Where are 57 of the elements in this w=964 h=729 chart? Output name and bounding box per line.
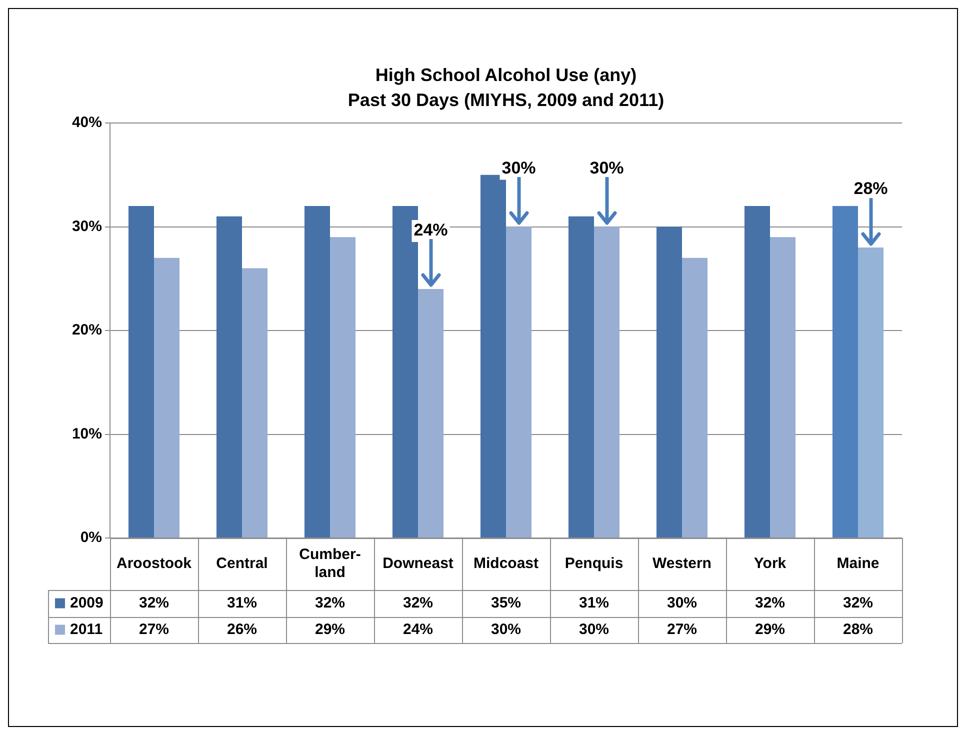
x-tick-label: York xyxy=(754,555,787,572)
chart-title: High School Alcohol Use (any) xyxy=(375,64,637,85)
data-label: 32% xyxy=(402,594,434,612)
bar xyxy=(744,206,770,538)
data-label: 30% xyxy=(578,620,610,638)
data-label: 26% xyxy=(226,620,258,638)
bar xyxy=(330,237,356,538)
x-tick-label: Maine xyxy=(836,555,880,572)
data-label: 30% xyxy=(666,594,698,612)
annotation: 30% xyxy=(590,158,624,178)
data-label: 35% xyxy=(490,594,522,612)
x-tick-label: Penquis xyxy=(564,555,624,572)
y-tick-label: 40% xyxy=(72,114,102,132)
bar xyxy=(154,258,180,538)
bar xyxy=(682,258,708,538)
data-label: 32% xyxy=(314,594,346,612)
data-label: 27% xyxy=(138,620,170,638)
bar xyxy=(480,174,506,538)
data-label: 31% xyxy=(578,594,610,612)
data-label: 28% xyxy=(842,620,874,638)
chart-subtitle: Past 30 Days (MIYHS, 2009 and 2011) xyxy=(348,90,664,110)
data-label: 32% xyxy=(842,594,874,612)
bar xyxy=(418,289,444,538)
y-tick-label: 10% xyxy=(72,425,102,442)
x-tick-label: Western xyxy=(652,555,712,572)
x-tick-label: Central xyxy=(216,555,268,572)
data-label: 29% xyxy=(314,620,346,638)
bar xyxy=(304,206,330,538)
data-label: 31% xyxy=(226,594,258,612)
annotation: 24% xyxy=(414,220,448,240)
bar xyxy=(770,237,796,538)
y-tick-label: 0% xyxy=(80,529,102,546)
data-label: 24% xyxy=(402,620,434,638)
data-label: 27% xyxy=(666,620,698,638)
y-tick-label: 20% xyxy=(72,322,102,339)
bar xyxy=(128,206,154,538)
bar xyxy=(832,206,858,538)
data-label: 29% xyxy=(754,620,786,638)
data-label: 32% xyxy=(138,594,170,612)
y-tick-label: 30% xyxy=(72,218,102,235)
bar xyxy=(242,268,268,538)
x-tick-label: Midcoast xyxy=(473,555,539,572)
bar xyxy=(216,216,242,538)
bar xyxy=(568,216,594,538)
legend-label: 2009 xyxy=(70,594,104,612)
legend-label: 2011 xyxy=(70,620,103,638)
bar xyxy=(594,226,620,538)
data-label: 32% xyxy=(754,594,786,612)
data-label: 30% xyxy=(490,620,522,638)
x-tick-label: Cumber-land xyxy=(299,546,361,582)
bar xyxy=(858,248,884,538)
bar xyxy=(506,226,532,538)
annotation: 30% xyxy=(502,158,536,178)
x-tick-label: Downeast xyxy=(382,555,454,572)
x-tick-label: Aroostook xyxy=(116,555,192,572)
bar xyxy=(656,226,682,538)
annotation: 28% xyxy=(854,179,888,198)
